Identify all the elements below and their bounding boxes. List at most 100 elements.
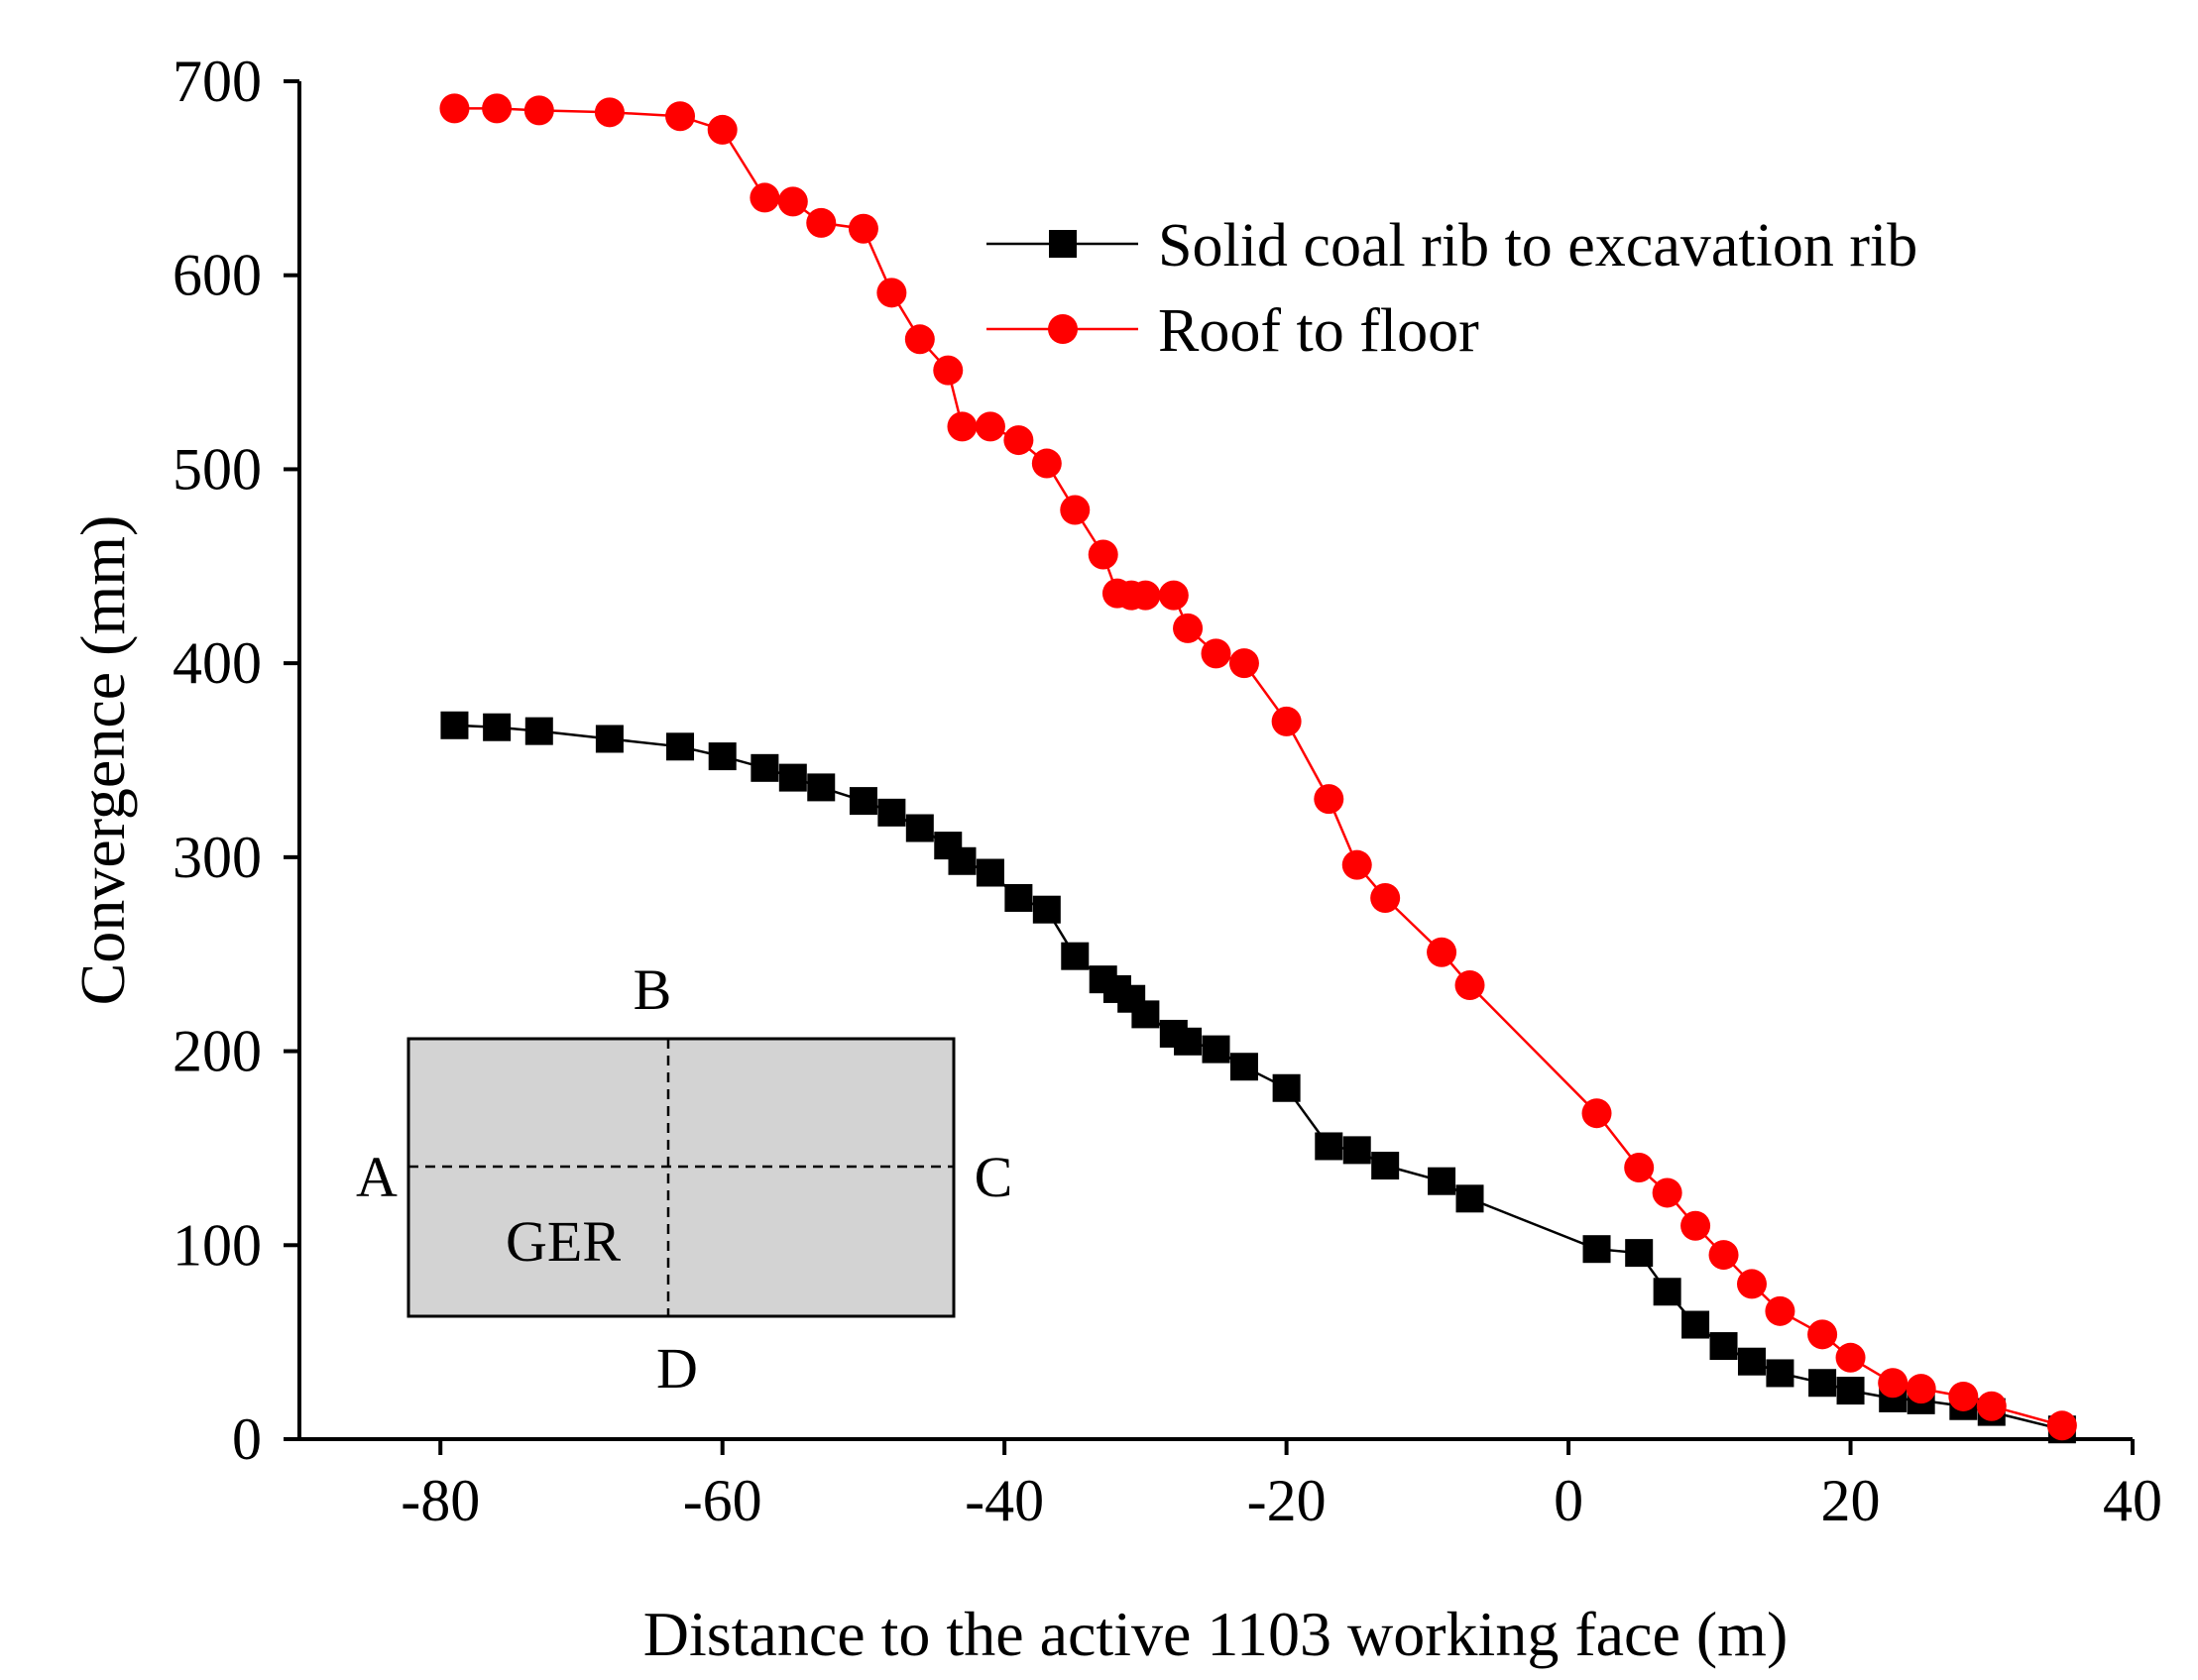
x-tick-label: -80 (401, 1468, 480, 1533)
data-point-roof-to-floor (2046, 1410, 2077, 1441)
y-tick-label: 0 (232, 1406, 262, 1472)
data-point-roof-to-floor (750, 182, 780, 213)
legend-label-roof-to-floor: Roof to floor (1158, 297, 1479, 365)
data-point-roof-to-floor (1060, 495, 1091, 525)
data-point-roof-to-floor (1271, 706, 1302, 736)
data-point-roof-to-floor (482, 93, 513, 124)
data-point-roof-to-floor (933, 355, 964, 386)
x-tick-label: -20 (1247, 1468, 1327, 1533)
data-point-roof-to-floor (1624, 1153, 1655, 1182)
data-point-roof-to-floor (1948, 1381, 1979, 1411)
data-point-solid-coal-rib-to-excavation-rib (1737, 1347, 1766, 1376)
series-layer (439, 93, 2077, 1444)
data-point-solid-coal-rib-to-excavation-rib (1229, 1053, 1258, 1081)
data-point-solid-coal-rib-to-excavation-rib (1625, 1239, 1654, 1268)
data-point-roof-to-floor (1003, 425, 1034, 456)
data-point-roof-to-floor (1652, 1177, 1682, 1208)
data-point-roof-to-floor (439, 93, 470, 124)
data-point-roof-to-floor (1906, 1374, 1936, 1404)
y-tick-label: 300 (173, 825, 262, 890)
inset-label-d: D (656, 1336, 698, 1400)
y-axis-title: Convergence (mm) (67, 515, 138, 1006)
data-point-roof-to-floor (1173, 613, 1204, 643)
x-tick-label: -60 (683, 1468, 762, 1533)
data-point-roof-to-floor (947, 411, 978, 442)
data-point-solid-coal-rib-to-excavation-rib (778, 763, 807, 792)
data-point-roof-to-floor (777, 186, 808, 217)
legend-label-solid-coal-rib: Solid coal rib to excavation rib (1158, 212, 1917, 280)
data-point-roof-to-floor (848, 213, 878, 244)
data-point-roof-to-floor (1370, 882, 1401, 913)
data-point-roof-to-floor (1708, 1240, 1739, 1271)
inset-label-ger: GER (506, 1209, 621, 1274)
data-point-roof-to-floor (1807, 1319, 1838, 1350)
legend-marker-square (1049, 230, 1077, 258)
data-point-roof-to-floor (1158, 580, 1189, 611)
legend: Solid coal rib to excavation rib Roof to… (986, 212, 1917, 365)
data-point-roof-to-floor (1878, 1368, 1909, 1399)
data-point-solid-coal-rib-to-excavation-rib (751, 753, 779, 782)
data-point-solid-coal-rib-to-excavation-rib (666, 732, 695, 761)
x-tick-label: -40 (965, 1468, 1044, 1533)
data-point-roof-to-floor (665, 101, 696, 132)
data-point-roof-to-floor (1130, 580, 1161, 611)
inset-label-c: C (975, 1145, 1013, 1209)
data-point-solid-coal-rib-to-excavation-rib (1709, 1332, 1738, 1361)
data-point-solid-coal-rib-to-excavation-rib (1174, 1027, 1203, 1056)
data-point-roof-to-floor (523, 95, 554, 126)
data-point-roof-to-floor (1201, 638, 1231, 669)
data-point-solid-coal-rib-to-excavation-rib (1582, 1235, 1611, 1264)
inset-diagram: B A C D GER (356, 957, 1012, 1400)
data-point-roof-to-floor (707, 114, 738, 145)
data-point-solid-coal-rib-to-excavation-rib (1202, 1035, 1230, 1064)
data-point-solid-coal-rib-to-excavation-rib (1131, 1000, 1160, 1029)
data-point-solid-coal-rib-to-excavation-rib (524, 717, 553, 745)
x-axis-title: Distance to the active 1103 working face… (643, 1599, 1789, 1669)
data-point-solid-coal-rib-to-excavation-rib (440, 711, 469, 739)
data-point-roof-to-floor (975, 411, 1005, 442)
x-axis-ticks: -80 -60 -40 -20 0 20 40 (401, 1439, 2162, 1533)
data-point-solid-coal-rib-to-excavation-rib (1371, 1152, 1400, 1180)
data-point-roof-to-floor (1765, 1295, 1795, 1326)
data-point-roof-to-floor (1581, 1098, 1612, 1129)
y-axis-ticks: 0 100 200 300 400 500 600 700 (173, 49, 299, 1472)
legend-marker-circle (1048, 314, 1078, 344)
data-point-roof-to-floor (1031, 448, 1062, 479)
data-point-roof-to-floor (1680, 1210, 1711, 1241)
y-tick-label: 600 (173, 243, 262, 308)
data-point-solid-coal-rib-to-excavation-rib (1004, 883, 1033, 912)
data-point-solid-coal-rib-to-excavation-rib (1342, 1136, 1371, 1165)
data-point-solid-coal-rib-to-excavation-rib (1653, 1278, 1681, 1306)
data-point-solid-coal-rib-to-excavation-rib (1455, 1184, 1484, 1213)
data-point-solid-coal-rib-to-excavation-rib (483, 713, 512, 741)
data-point-solid-coal-rib-to-excavation-rib (1315, 1132, 1343, 1161)
data-point-roof-to-floor (1088, 539, 1118, 570)
data-point-solid-coal-rib-to-excavation-rib (1808, 1369, 1837, 1398)
data-point-roof-to-floor (594, 97, 625, 128)
inset-label-b: B (634, 957, 672, 1022)
data-point-solid-coal-rib-to-excavation-rib (877, 798, 906, 827)
series-line-roof-to-floor (454, 107, 2063, 1427)
data-point-roof-to-floor (1454, 970, 1485, 1001)
data-point-solid-coal-rib-to-excavation-rib (1061, 942, 1090, 970)
data-point-solid-coal-rib-to-excavation-rib (1032, 895, 1061, 924)
data-point-roof-to-floor (876, 278, 907, 308)
data-point-solid-coal-rib-to-excavation-rib (905, 814, 934, 842)
data-point-solid-coal-rib-to-excavation-rib (948, 846, 977, 875)
data-point-roof-to-floor (1427, 937, 1457, 967)
x-tick-label: 0 (1554, 1468, 1583, 1533)
data-point-roof-to-floor (1976, 1391, 2007, 1421)
x-tick-label: 20 (1821, 1468, 1881, 1533)
data-point-roof-to-floor (1228, 648, 1259, 679)
y-tick-label: 200 (173, 1019, 262, 1084)
data-point-roof-to-floor (1736, 1269, 1767, 1299)
data-point-solid-coal-rib-to-excavation-rib (1766, 1359, 1794, 1388)
data-point-solid-coal-rib-to-excavation-rib (1836, 1377, 1865, 1405)
inset-label-a: A (356, 1145, 398, 1209)
data-point-solid-coal-rib-to-excavation-rib (595, 725, 624, 753)
data-point-solid-coal-rib-to-excavation-rib (807, 773, 836, 802)
y-tick-label: 700 (173, 49, 262, 114)
y-tick-label: 400 (173, 630, 262, 696)
data-point-solid-coal-rib-to-excavation-rib (849, 787, 877, 816)
